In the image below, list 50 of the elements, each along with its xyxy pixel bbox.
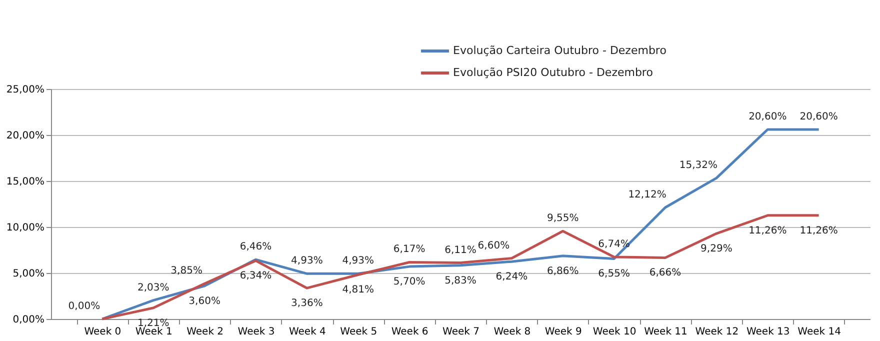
y-tick-label: 15,00% [6,176,44,188]
y-tick-label: 25,00% [6,84,44,96]
x-tick-label: Week 0 [84,326,122,338]
y-tick-label: 10,00% [6,222,44,234]
data-label: 11,26% [748,225,787,236]
x-tick-label: Week 5 [340,326,378,338]
x-tick-label: Week 1 [135,326,172,338]
x-tick-label: Week 8 [494,326,531,338]
legend-label: Evolução Carteira Outubro - Dezembro [453,44,667,57]
x-tick-label: Week 6 [391,326,428,338]
data-label: 6,66% [649,268,682,279]
data-label: 4,93% [342,256,374,267]
data-label: 9,55% [546,213,579,224]
data-label: 4,93% [291,256,323,267]
data-label: 2,03% [137,282,170,294]
x-tick-label: Week 9 [544,326,582,338]
x-tick-label: Week 2 [186,326,224,338]
x-tick-label: Week 11 [644,326,688,338]
x-tick-label: Week 7 [442,326,480,338]
data-label: 6,17% [393,244,426,256]
data-label: 0,00% [68,301,100,312]
y-tick-label: 0,00% [12,314,44,326]
x-tick-label: Week 4 [288,326,326,338]
data-label: 5,70% [393,276,426,288]
legend-label: Evolução PSI20 Outubro - Dezembro [453,66,654,79]
data-label: 6,46% [240,242,272,253]
data-label: 3,36% [291,298,323,310]
data-label: 3,60% [188,296,220,307]
data-label: 6,11% [444,244,476,256]
y-tick-label: 20,00% [6,130,44,142]
x-tick-label: Week 3 [238,326,275,338]
data-label: 6,34% [240,270,272,282]
x-tick-label: Week 12 [695,326,739,338]
data-label: 6,60% [478,240,510,252]
data-label: 12,12% [628,189,666,200]
x-tick-label: Week 10 [592,326,636,338]
x-tick-label: Week 14 [798,326,841,338]
data-label: 11,26% [800,225,838,236]
data-label: 3,85% [170,266,202,277]
data-label: 6,24% [496,272,528,283]
data-label: 15,32% [679,160,718,172]
data-label: 6,55% [598,268,630,280]
data-label: 9,29% [700,244,732,255]
x-tick-label: Week 13 [746,326,790,338]
data-label: 4,81% [342,284,374,296]
data-label: 6,86% [546,266,579,277]
y-tick-label: 5,00% [12,268,44,280]
data-label: 20,60% [800,111,838,122]
data-label: 5,83% [444,275,476,286]
data-label: 20,60% [748,111,787,122]
